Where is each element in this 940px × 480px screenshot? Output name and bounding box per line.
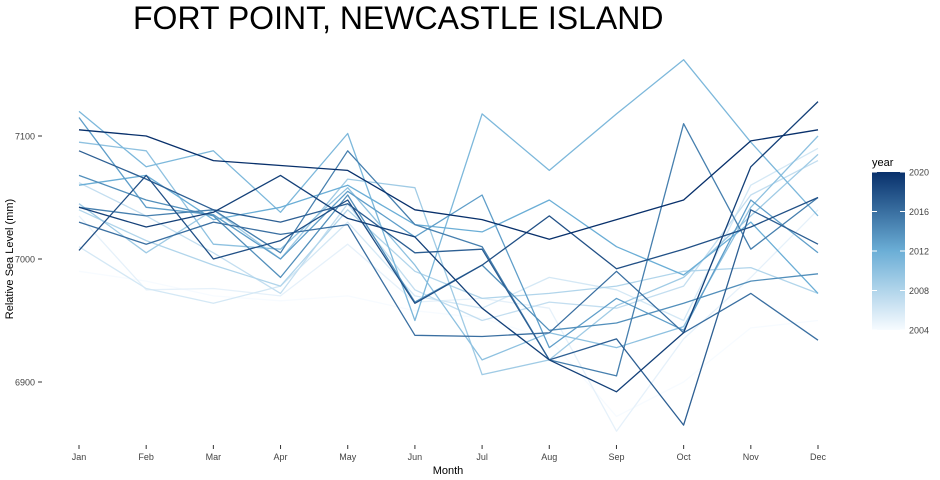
series-line-2006: [78, 147, 819, 322]
series-line-2012: [78, 174, 819, 294]
legend-title: year: [872, 157, 894, 169]
series-line-2007: [78, 160, 819, 322]
legend: year 2004 2008 2012 2016 2020: [872, 157, 929, 336]
series-line-2005: [78, 209, 819, 432]
series-line-2020: [78, 129, 819, 240]
y-tick-label: 7000: [15, 255, 35, 265]
x-tick-label: Apr: [274, 452, 288, 462]
series-line-2015: [78, 123, 819, 377]
x-tick-label: May: [339, 452, 357, 462]
x-tick-label: Oct: [677, 452, 692, 462]
x-tick-label: Jul: [476, 452, 488, 462]
x-tick-label: Feb: [138, 452, 154, 462]
legend-tick-label: 2012: [909, 247, 929, 257]
legend-tick-label: 2016: [909, 207, 929, 217]
series-line-2011: [78, 59, 819, 322]
axis-layer: 6900 7000 7100 Jan Feb Mar Apr May Jun Jul Aug Sep O…: [4, 132, 826, 478]
series-lines: [78, 59, 819, 432]
series-line-2010: [78, 135, 819, 361]
series-line-2009: [78, 153, 819, 376]
x-tick-label: Jun: [408, 452, 423, 462]
x-axis-label: Month: [433, 465, 464, 477]
x-tick-label: Mar: [206, 452, 222, 462]
x-tick-label: Sep: [608, 452, 624, 462]
series-line-2004: [78, 270, 819, 418]
y-tick-label: 6900: [15, 378, 35, 388]
series-line-2018: [78, 174, 819, 304]
x-tick-label: Nov: [743, 452, 760, 462]
y-axis-label: Relative Sea Level (mm): [4, 199, 16, 319]
y-tick-label: 7100: [15, 132, 35, 142]
legend-colorbar: [872, 172, 905, 330]
chart-title: FORT POINT, NEWCASTLE ISLAND: [133, 0, 664, 36]
legend-tick-label: 2020: [909, 168, 929, 178]
x-tick-label: Jan: [72, 452, 87, 462]
legend-tick-label: 2008: [909, 286, 929, 296]
series-line-2016: [78, 221, 819, 341]
x-tick-label: Dec: [810, 452, 827, 462]
x-tick-label: Aug: [541, 452, 557, 462]
series-line-2019: [78, 101, 819, 393]
series-line-2017: [78, 150, 819, 426]
legend-tick-label: 2004: [909, 326, 929, 336]
